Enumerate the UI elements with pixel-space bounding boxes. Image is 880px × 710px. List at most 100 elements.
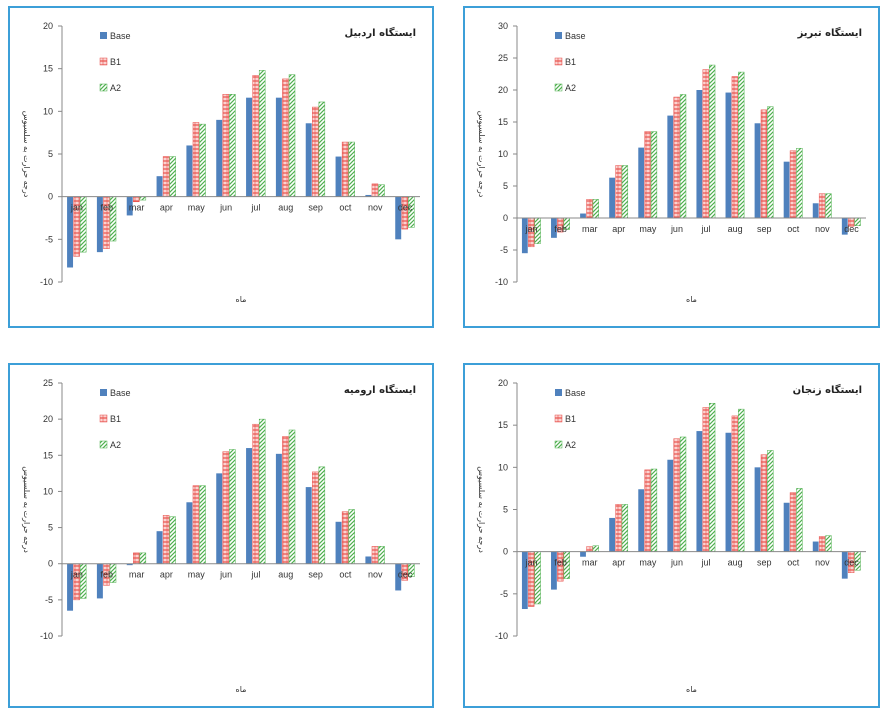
bar-base-oct bbox=[335, 521, 342, 564]
legend-label-a2: A2 bbox=[110, 440, 121, 450]
bar-base-mar bbox=[580, 551, 586, 557]
bar-base-aug bbox=[725, 432, 732, 552]
legend-swatch-a2 bbox=[99, 83, 108, 92]
bar-base-apr bbox=[609, 177, 615, 218]
legend-label-a2: A2 bbox=[565, 440, 576, 450]
legend-swatch-a2 bbox=[554, 440, 563, 449]
bar-a2-nov bbox=[378, 546, 385, 564]
chart-svg: -10 -5 0 5 10 15 20 jan feb mar apr may jun jul aug sep… bbox=[477, 378, 866, 694]
y-tick-label: -10 bbox=[495, 277, 508, 287]
bar-base-sep bbox=[305, 123, 312, 197]
legend-label-base: Base bbox=[565, 388, 586, 398]
bar-a2-may bbox=[650, 131, 658, 219]
x-tick-label: dec bbox=[398, 203, 413, 213]
legend-label-base: Base bbox=[110, 388, 131, 398]
bar-base-jul bbox=[696, 90, 703, 218]
bar-base-apr bbox=[156, 176, 163, 197]
bar-b1-jul bbox=[702, 407, 709, 552]
chart-panel-ardabil: -10 -5 0 5 10 15 20 jan feb mar apr may jun jul aug sep… bbox=[8, 6, 434, 328]
y-tick-label: 5 bbox=[48, 149, 53, 159]
bar-base-dec bbox=[841, 551, 848, 579]
y-tick-label: 5 bbox=[503, 505, 508, 515]
bar-a2-jun bbox=[679, 436, 687, 552]
bar-a2-aug bbox=[738, 408, 745, 552]
x-tick-label: may bbox=[188, 570, 206, 580]
bar-base-jan bbox=[67, 563, 74, 611]
bar-base-nov bbox=[365, 556, 372, 564]
legend-label-a2: A2 bbox=[110, 83, 121, 93]
bar-b1-nov bbox=[371, 546, 379, 564]
bar-a2-mar bbox=[139, 552, 147, 564]
x-tick-label: jul bbox=[701, 558, 711, 568]
chart-title: ایستگاه زنجان bbox=[793, 383, 862, 396]
bar-base-may bbox=[186, 145, 193, 197]
y-tick-label: 30 bbox=[498, 21, 508, 31]
bar-base-jan bbox=[521, 551, 528, 610]
y-tick-label: -10 bbox=[40, 277, 53, 287]
bar-b1-apr bbox=[615, 165, 622, 219]
x-tick-label: feb bbox=[100, 203, 113, 213]
bar-a2-oct bbox=[348, 509, 355, 564]
y-tick-label: 20 bbox=[498, 85, 508, 95]
x-tick-label: mar bbox=[582, 558, 598, 568]
bar-a2-jun bbox=[229, 94, 236, 197]
y-tick-label: 20 bbox=[43, 414, 53, 424]
legend-label-b1: B1 bbox=[110, 414, 121, 424]
x-tick-label: jan bbox=[525, 224, 538, 234]
chart-panel-tabriz: -10 -5 0 5 10 15 20 25 30 jan feb mar apr may jun jul au… bbox=[463, 6, 880, 328]
x-tick-label: feb bbox=[554, 224, 567, 234]
bar-b1-jun bbox=[222, 451, 230, 564]
bar-base-mar bbox=[580, 213, 586, 218]
bar-b1-jun bbox=[673, 96, 680, 219]
legend: Base B1 A2 bbox=[99, 31, 131, 93]
x-tick-label: mar bbox=[129, 203, 145, 213]
bar-b1-oct bbox=[789, 150, 797, 219]
x-tick-label: nov bbox=[368, 203, 383, 213]
bar-base-aug bbox=[275, 97, 282, 197]
x-tick-label: jan bbox=[70, 570, 83, 580]
bar-b1-dec bbox=[401, 196, 409, 230]
legend-swatch-base bbox=[100, 389, 107, 396]
bar-a2-oct bbox=[796, 147, 803, 219]
bar-a2-jul bbox=[708, 64, 716, 219]
y-tick-label: 0 bbox=[503, 213, 508, 223]
chart-title: ایستگاه تبریز bbox=[797, 26, 862, 39]
bar-base-jun bbox=[216, 473, 223, 564]
y-tick-label: 10 bbox=[498, 462, 508, 472]
bar-b1-jul bbox=[252, 423, 259, 564]
bar-b1-may bbox=[644, 131, 651, 219]
x-tick-label: apr bbox=[160, 570, 173, 580]
bar-base-may bbox=[186, 502, 193, 564]
y-tick-label: 10 bbox=[43, 486, 53, 496]
bar-base-nov bbox=[812, 203, 819, 218]
bar-a2-apr bbox=[621, 504, 629, 552]
bar-base-feb bbox=[96, 563, 103, 599]
x-tick-label: sep bbox=[757, 558, 772, 568]
bar-b1-jun bbox=[222, 94, 230, 197]
x-tick-label: nov bbox=[815, 224, 830, 234]
x-axis-label: ماه bbox=[236, 685, 247, 694]
legend-label-a2: A2 bbox=[565, 83, 576, 93]
bar-a2-aug bbox=[288, 429, 296, 564]
x-tick-label: nov bbox=[368, 570, 383, 580]
bar-a2-mar bbox=[592, 199, 599, 219]
bar-b1-may bbox=[644, 469, 651, 552]
bar-a2-mar bbox=[139, 196, 147, 201]
bar-base-oct bbox=[783, 161, 790, 218]
y-tick-label: 0 bbox=[503, 547, 508, 557]
y-tick-label: -5 bbox=[500, 245, 508, 255]
x-tick-label: nov bbox=[815, 558, 830, 568]
x-tick-label: sep bbox=[308, 203, 323, 213]
bar-base-dec bbox=[395, 563, 402, 591]
bar-a2-apr bbox=[169, 516, 176, 564]
x-tick-label: oct bbox=[787, 558, 800, 568]
bar-b1-may bbox=[192, 485, 200, 564]
x-tick-label: aug bbox=[728, 558, 743, 568]
legend: Base B1 A2 bbox=[99, 388, 131, 450]
x-tick-label: jul bbox=[250, 203, 260, 213]
x-axis-label: ماه bbox=[686, 295, 697, 304]
y-tick-label: 5 bbox=[48, 523, 53, 533]
legend-swatch-b1 bbox=[554, 414, 563, 423]
bar-base-jun bbox=[216, 119, 223, 197]
bar-b1-apr bbox=[615, 504, 622, 552]
